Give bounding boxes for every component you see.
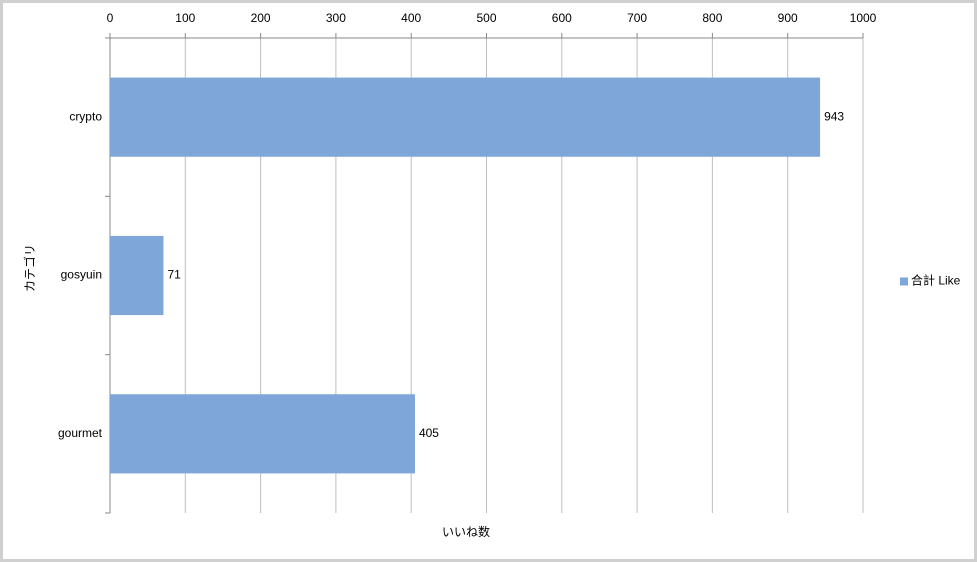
x-tick-label: 800: [702, 11, 722, 25]
y-tick-label: gosyuin: [61, 268, 102, 282]
legend-label: 合計 Like: [911, 273, 961, 288]
data-label: 943: [824, 109, 844, 123]
x-tick-label: 1000: [850, 11, 877, 25]
data-label: 405: [419, 426, 439, 440]
x-tick-label: 400: [401, 11, 421, 25]
x-axis-label: いいね数: [442, 524, 490, 539]
bar: [110, 235, 164, 316]
legend-swatch: [900, 277, 908, 286]
y-tick-label: gourmet: [58, 426, 103, 440]
x-tick-label: 200: [251, 11, 271, 25]
bar: [110, 77, 821, 157]
y-tick-label: crypto: [69, 109, 102, 123]
data-label: 71: [167, 268, 181, 282]
x-tick-label: 100: [175, 11, 195, 25]
x-tick-label: 500: [476, 11, 496, 25]
x-tick-label: 300: [326, 11, 346, 25]
x-tick-label: 0: [107, 11, 114, 25]
y-axis-label: カテゴリ: [22, 244, 37, 292]
x-tick-label: 700: [627, 11, 647, 25]
bar: [110, 394, 415, 474]
x-tick-label: 600: [552, 11, 572, 25]
x-tick-label: 900: [778, 11, 798, 25]
